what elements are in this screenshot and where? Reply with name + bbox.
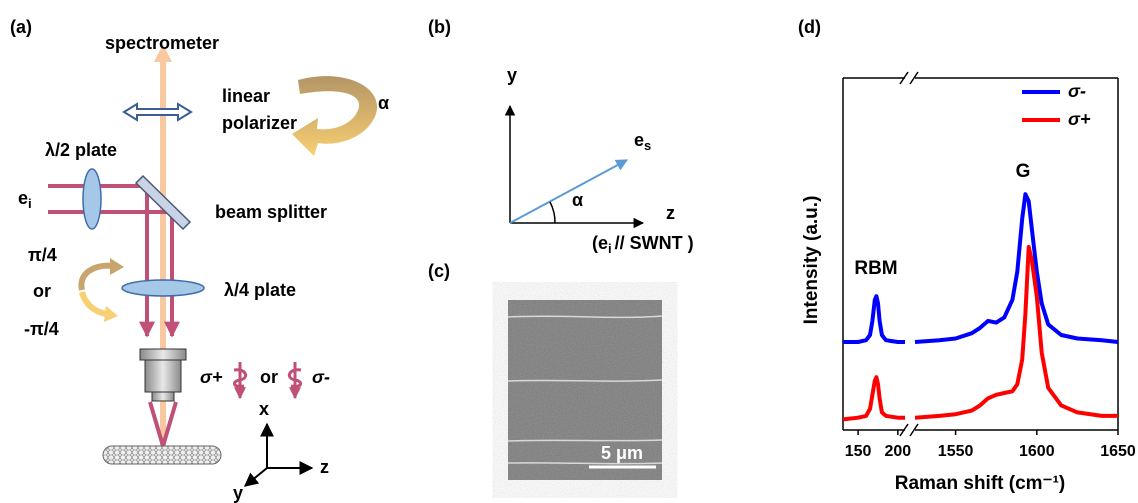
setup-diagram: spectrometer linear polarizer α λ/2 plat… <box>18 33 389 503</box>
helicity-label: σ- <box>312 367 330 387</box>
trace <box>507 315 663 319</box>
input-label: ei <box>18 188 32 212</box>
symbol: e <box>18 188 28 208</box>
helicity-label: σ+ <box>200 367 223 387</box>
spectrum-line <box>842 375 905 422</box>
icon-stroke <box>233 368 248 388</box>
objective <box>151 391 175 402</box>
collection-beam <box>160 58 166 450</box>
objective <box>139 348 187 361</box>
vector-label: es <box>634 130 651 154</box>
polarization-diagram: y z α es (ei// SWNT ) <box>504 65 694 257</box>
axis-label: z <box>666 203 675 223</box>
beam-splitter <box>134 174 192 231</box>
icon-stroke <box>287 368 302 388</box>
x-axis-label: Raman shift (cm⁻¹) <box>895 473 1066 494</box>
objective <box>144 359 182 393</box>
rotation-arrow <box>292 76 378 156</box>
note-text: // SWNT ) <box>615 233 694 253</box>
trace <box>507 439 663 442</box>
helicity-label: or <box>260 367 278 387</box>
x-tick-label: 1550 <box>938 443 974 460</box>
axis-label: z <box>320 457 329 477</box>
legend-label: σ+ <box>1068 109 1091 129</box>
beam-arrow <box>154 44 172 62</box>
axis-label: y <box>233 483 243 503</box>
rotation-label: or <box>33 281 51 301</box>
nanotube <box>102 445 222 465</box>
trace <box>507 379 663 382</box>
x-tick-label: 1650 <box>1100 443 1136 460</box>
symbol: e <box>634 130 644 150</box>
axis-break <box>899 423 909 437</box>
arrow-head <box>104 306 118 322</box>
sem-texture <box>508 300 662 480</box>
spectrometer-label: spectrometer <box>105 33 219 53</box>
polarizer-label: linear <box>222 86 270 106</box>
raman-chart: Intensity (a.u.) Raman shift (cm⁻¹) 150 2… <box>801 71 1136 494</box>
subscript: s <box>644 138 651 153</box>
spectrum-line <box>843 294 905 344</box>
plate-label: λ/2 plate <box>45 140 117 160</box>
peak-label: RBM <box>854 258 897 279</box>
trace <box>507 462 663 465</box>
panel-label: (b) <box>428 17 451 37</box>
spectrum-line <box>914 245 1118 420</box>
spectrum-line <box>914 192 1119 344</box>
axis-break <box>909 71 919 85</box>
axis-label: x <box>259 399 269 419</box>
arrow-head <box>110 258 124 275</box>
alpha-label: α <box>572 190 583 210</box>
alpha-label: α <box>378 93 389 113</box>
polarizer-label: polarizer <box>222 113 297 133</box>
rotation-label: -π/4 <box>24 319 59 339</box>
panel-label: (d) <box>798 17 821 37</box>
polarizer <box>122 102 193 122</box>
scattered-vector <box>509 159 629 224</box>
half-wave-plate <box>82 168 102 230</box>
sem-image: 5 μm <box>507 300 663 480</box>
lab-axes <box>243 422 314 487</box>
plate-label: λ/4 plate <box>224 280 296 300</box>
helicity-icon <box>233 362 302 400</box>
angle-arc <box>549 201 556 224</box>
rotation-label: π/4 <box>28 245 57 265</box>
x-tick-label: 200 <box>884 443 911 460</box>
panel-label: (a) <box>10 17 32 37</box>
splitter-label: beam splitter <box>215 202 327 222</box>
nanotube-traces <box>507 315 663 465</box>
panel-label: (c) <box>428 261 450 281</box>
x-tick-label: 1600 <box>1019 443 1055 460</box>
subscript: i <box>28 196 32 211</box>
axis-break <box>899 71 909 85</box>
rotation-arrow <box>78 262 115 291</box>
x-tick-label: 150 <box>845 443 872 460</box>
axis-break <box>909 423 919 437</box>
scale-label: 5 μm <box>601 443 643 463</box>
legend-label: σ- <box>1068 81 1086 101</box>
axis-arrow <box>243 467 268 487</box>
peak-label: G <box>1016 161 1031 182</box>
y-axis-label: Intensity (a.u.) <box>801 196 822 325</box>
note-text: (e <box>592 233 608 253</box>
subscript: i <box>608 241 612 256</box>
quarter-wave-plate <box>121 279 205 297</box>
z-note: (ei// SWNT ) <box>592 233 694 257</box>
axis-label: y <box>507 65 517 85</box>
